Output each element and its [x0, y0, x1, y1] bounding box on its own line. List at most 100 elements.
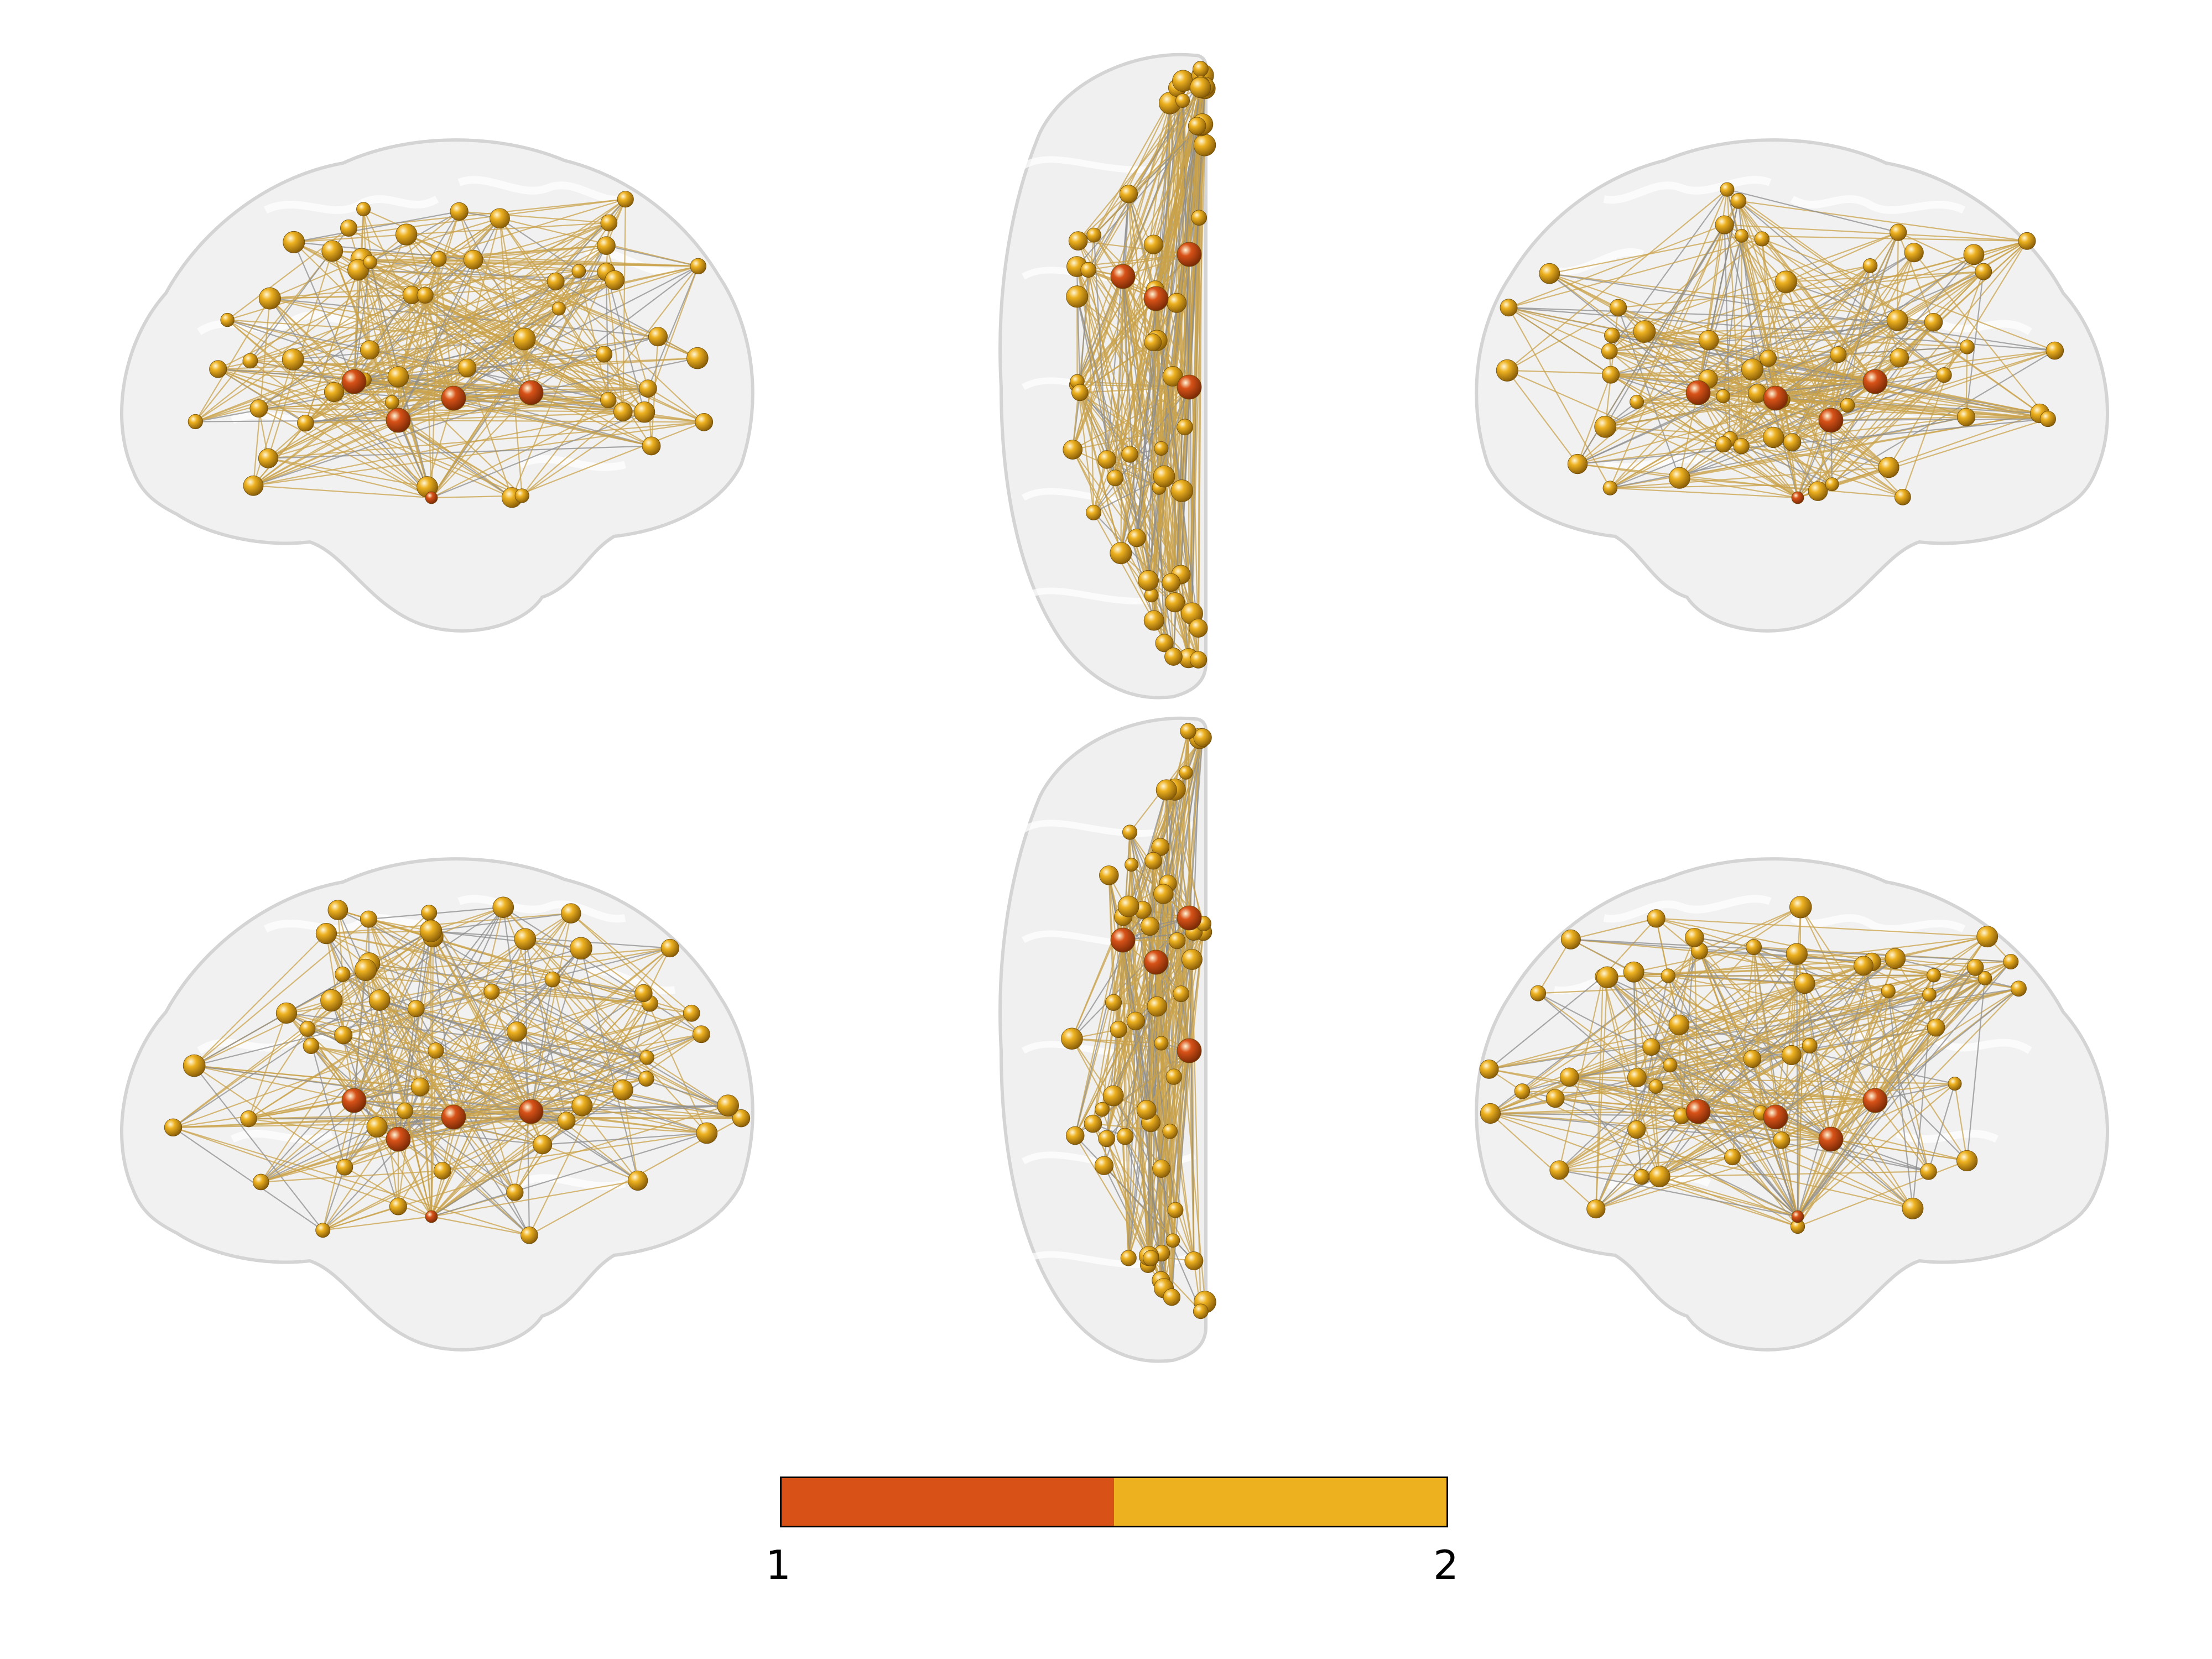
- network-edge: [1074, 962, 1157, 1136]
- network-node-module-2: [1154, 1036, 1169, 1051]
- network-edge: [499, 218, 645, 413]
- network-edge: [1651, 951, 1700, 1047]
- network-node-module-2: [1068, 231, 1088, 251]
- network-nodes: [1496, 182, 2064, 505]
- network-node-module-2: [421, 905, 438, 921]
- network-node-module-2: [570, 937, 592, 960]
- network-edge: [452, 259, 474, 399]
- network-node-module-2: [660, 938, 679, 958]
- network-edge: [1610, 240, 2027, 375]
- network-edge: [1607, 977, 1876, 1101]
- network-edge: [502, 907, 707, 1134]
- network-edge: [1610, 374, 1699, 394]
- network-node-module-2: [303, 1037, 320, 1054]
- network-node-module-2: [164, 1118, 183, 1136]
- network-edge: [1570, 938, 1876, 1101]
- network-edge: [1761, 961, 2011, 1114]
- network-node-module-2: [1627, 1068, 1647, 1088]
- network-node-module-2: [1152, 1159, 1171, 1178]
- network-node-module-2: [1648, 1166, 1670, 1187]
- network-edge: [307, 947, 581, 1030]
- network-edge: [1797, 1083, 1955, 1217]
- network-node-module-2: [1602, 481, 1618, 495]
- network-edge: [1122, 276, 1174, 657]
- network-node-module-2: [1140, 916, 1160, 936]
- network-node-module-2: [249, 399, 268, 418]
- network-node-module-2: [1735, 228, 1749, 243]
- network-node-module-2: [240, 1110, 257, 1128]
- network-node-module-1: [386, 408, 411, 433]
- network-edge: [453, 1057, 647, 1118]
- network-node-module-2: [1545, 1089, 1565, 1108]
- network-edge: [1775, 397, 2048, 420]
- network-node-module-2: [1165, 1068, 1182, 1085]
- network-edge: [404, 931, 432, 1112]
- network-node-module-1: [1143, 950, 1169, 975]
- network-edge: [530, 1104, 728, 1113]
- network-edge: [342, 947, 670, 975]
- network-edge: [173, 1126, 530, 1236]
- network-edge: [1577, 392, 1699, 465]
- network-edge: [1633, 971, 1792, 1056]
- network-edge: [1875, 1100, 1929, 1172]
- network-node-module-2: [433, 1162, 451, 1180]
- network-edge: [524, 938, 650, 1004]
- network-node-module-2: [1496, 359, 1518, 382]
- network-edge: [435, 1050, 707, 1134]
- network-node-module-2: [1539, 263, 1560, 284]
- network-node-module-2: [1684, 927, 1704, 947]
- network-node-module-2: [1097, 450, 1116, 469]
- network-node-module-2: [1143, 234, 1164, 254]
- network-edge: [1757, 393, 1793, 443]
- network-node-module-2: [1977, 971, 1992, 985]
- network-node-module-2: [407, 1000, 425, 1018]
- network-edge: [503, 906, 702, 1035]
- network-node-module-2: [282, 348, 304, 371]
- network-node-module-2: [1661, 968, 1675, 983]
- network-node-module-2: [1095, 1102, 1110, 1117]
- network-node-module-2: [1182, 949, 1203, 970]
- network-edge: [260, 1100, 355, 1183]
- network-node-module-2: [1190, 651, 1208, 669]
- network-edge: [1093, 375, 1174, 513]
- network-node-module-2: [1143, 1250, 1159, 1266]
- network-edge: [1606, 977, 1798, 1217]
- network-edge: [1136, 387, 1190, 538]
- network-edge: [1559, 1169, 1798, 1218]
- network-edge: [253, 485, 432, 499]
- network-edge: [1698, 320, 1898, 394]
- network-edge: [1559, 1156, 1733, 1171]
- network-node-module-2: [419, 920, 443, 942]
- network-edge: [1741, 419, 1831, 447]
- network-edge: [1752, 958, 1896, 1060]
- network-node-module-2: [638, 1071, 654, 1087]
- network-node-module-1: [1177, 374, 1202, 400]
- network-edge: [1609, 240, 2027, 352]
- network-node-module-2: [695, 413, 714, 431]
- network-edge: [1124, 940, 1178, 1137]
- network-edge: [430, 1050, 437, 1217]
- network-edge: [1570, 917, 1657, 940]
- network-edge: [1072, 276, 1124, 450]
- network-node-module-2: [483, 984, 500, 1000]
- network-node-module-2: [1808, 481, 1828, 501]
- network-edge: [195, 270, 579, 422]
- network-edge: [1187, 731, 1190, 919]
- network-edge: [1537, 993, 1699, 1112]
- network-edge: [1549, 273, 2055, 352]
- network-edge: [1656, 918, 1669, 976]
- network-node-module-2: [315, 1223, 331, 1238]
- network-edge: [1122, 940, 1171, 1132]
- network-node-module-2: [1743, 1050, 1762, 1068]
- network-node-module-2: [1164, 648, 1183, 666]
- network-node-module-2: [1193, 728, 1212, 747]
- network-edge: [368, 963, 532, 1112]
- network-node-module-2: [1730, 193, 1747, 209]
- network-node-module-1: [1110, 927, 1136, 953]
- network-edge: [398, 281, 556, 421]
- network-edge: [530, 979, 553, 1112]
- network-edge: [1607, 977, 1831, 1140]
- network-node-module-1: [1143, 286, 1169, 311]
- network-node-module-2: [1163, 1288, 1181, 1306]
- network-edge: [1074, 940, 1124, 1136]
